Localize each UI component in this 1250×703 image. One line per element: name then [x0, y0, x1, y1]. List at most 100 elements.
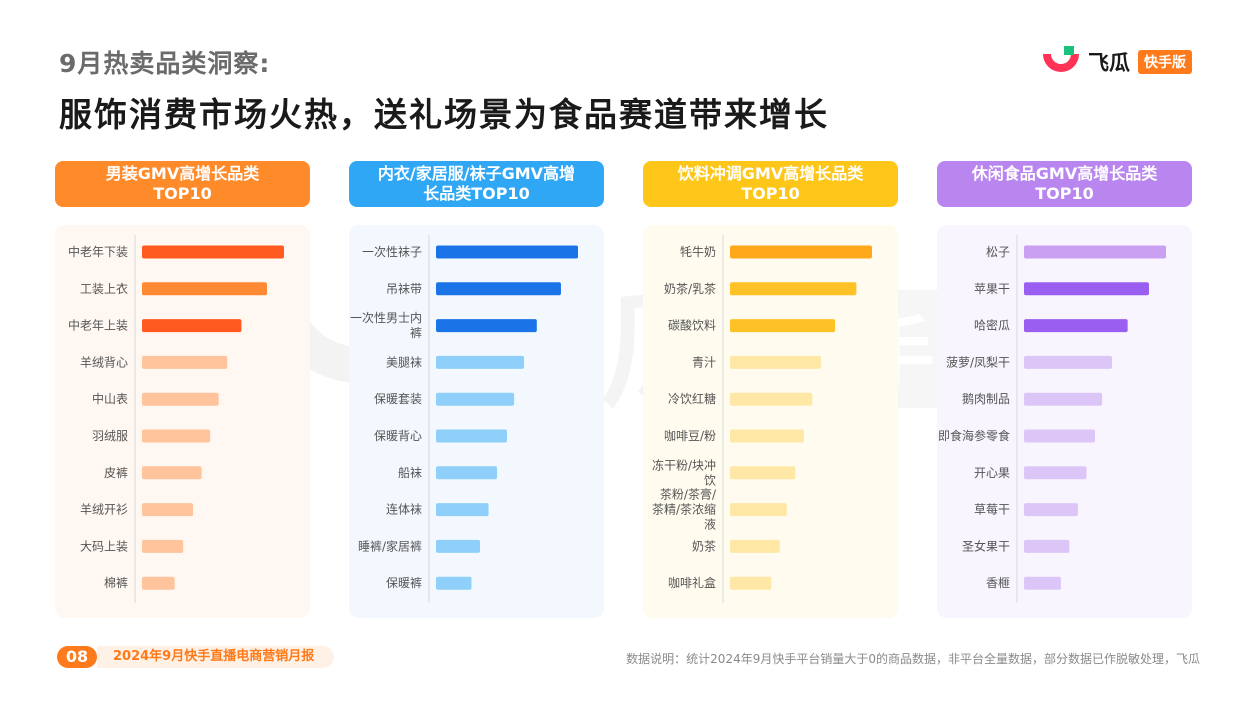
bar-label: 开心果	[974, 466, 1010, 480]
report-subtitle: 9月热卖品类洞察:	[59, 49, 271, 78]
bar-label: 菠萝/凤梨干	[946, 355, 1010, 369]
page-number-badge: 08	[57, 646, 97, 668]
bar	[1024, 503, 1078, 517]
bar	[730, 282, 857, 296]
bar	[1024, 576, 1061, 590]
data-note: 数据说明：统计2024年9月快手平台销量大于0的商品数据，非平台全量数据，部分数…	[626, 652, 1200, 666]
panel-1-title: 男装GMV高增长品类TOP10	[105, 164, 260, 203]
bar-label: 鹅肉制品	[962, 392, 1010, 406]
bar	[730, 319, 836, 333]
bar-label: 羊绒背心	[80, 354, 128, 369]
bar	[142, 319, 242, 333]
bar	[436, 539, 481, 553]
bar	[142, 576, 175, 590]
bar	[142, 429, 211, 443]
bar	[436, 355, 525, 369]
brand-tag: 快手版	[1138, 50, 1192, 74]
bar-label: 吊袜带	[386, 282, 422, 296]
bar	[730, 245, 872, 259]
bar-label: 美腿袜	[386, 355, 422, 369]
bar	[142, 355, 228, 369]
bar	[436, 576, 472, 590]
bar-label: 大码上装	[80, 539, 128, 553]
bar	[730, 392, 813, 406]
bar	[142, 245, 284, 259]
bar-label: 咖啡豆/粉	[664, 428, 716, 443]
brand-name: 飞瓜	[1088, 51, 1130, 75]
panel-4-title: 休闲食品GMV高增长品类TOP10	[971, 164, 1158, 203]
bar	[142, 466, 202, 480]
bar-label: 香榧	[986, 576, 1010, 590]
bar	[730, 503, 787, 517]
panel-2-chart: 一次性袜子吊袜带一次性男士内裤美腿袜保暖套装保暖背心船袜连体袜睡裤/家居裤保暖裤	[349, 225, 604, 618]
bar-label: 羊绒开衫	[80, 502, 128, 517]
bar-label: 睡裤/家居裤	[358, 538, 422, 553]
bar-label: 工装上衣	[80, 281, 128, 296]
bar	[436, 282, 561, 296]
bar-label: 一次性袜子	[362, 245, 422, 259]
report-name: 2024年9月快手直播电商营销月报	[97, 646, 335, 668]
bar-label: 青汁	[692, 355, 716, 369]
bar	[142, 503, 194, 517]
bar-label: 船袜	[398, 466, 422, 480]
panel-4-chart: 松子 苹果干 哈密瓜 菠萝/凤梨干 鹅肉制品 即食海参零食 开心果 草莓干 圣女果干 香榧	[937, 225, 1192, 618]
panel-2-title: 内衣/家居服/袜子GMV高增长品类TOP10	[377, 164, 576, 203]
panel-3-header: 饮料冲调GMV高增长品类TOP10	[643, 161, 898, 207]
bar-label: 一次性男士内裤	[350, 311, 422, 340]
panel-4-header: 休闲食品GMV高增长品类TOP10	[937, 161, 1192, 207]
bar	[436, 466, 498, 480]
bar	[730, 355, 821, 369]
bar-label: 羽绒服	[92, 429, 128, 443]
bar	[436, 429, 507, 443]
bar	[730, 576, 772, 590]
panel-3-svg: 牦牛奶奶茶/乳茶碳酸饮料青汁冷饮红糖咖啡豆/粉冻干粉/块冲饮茶粉/茶膏/茶精/茶…	[652, 235, 872, 603]
bar	[1024, 539, 1070, 553]
bar-label: 松子	[986, 245, 1010, 259]
bar-label: 奶茶	[692, 538, 716, 553]
panel-1-header: 男装GMV高增长品类TOP10	[55, 161, 310, 207]
bar	[730, 466, 796, 480]
panel-1-chart: 中老年下装工装上衣中老年上装羊绒背心中山表羽绒服皮裤羊绒开衫大码上装棉裤	[55, 225, 310, 618]
bar-label: 奶茶/乳茶	[664, 281, 716, 296]
bar	[142, 539, 184, 553]
bar	[436, 245, 578, 259]
bar-label: 冻干粉/块冲饮	[652, 457, 716, 487]
bar-label: 苹果干	[974, 282, 1010, 296]
bar-label: 冷饮红糖	[668, 391, 716, 406]
watermelon-logo-icon	[1043, 46, 1079, 72]
bar-label: 草莓干	[974, 503, 1010, 517]
bar-label: 中老年下装	[68, 244, 128, 259]
bar-label: 棉裤	[104, 576, 128, 590]
bar	[730, 539, 780, 553]
bar	[730, 429, 804, 443]
brand-logo: 飞瓜 快手版	[1040, 44, 1196, 78]
bar-label: 保暖套装	[374, 392, 422, 406]
bar-label: 皮裤	[104, 466, 128, 480]
bar-label: 咖啡礼盒	[668, 575, 716, 590]
bar	[1024, 319, 1128, 333]
bar	[142, 282, 267, 296]
panel-3-chart: 牦牛奶奶茶/乳茶碳酸饮料青汁冷饮红糖咖啡豆/粉冻干粉/块冲饮 茶粉/茶膏/茶精/茶…	[643, 225, 898, 618]
bar-label: 牦牛奶	[680, 244, 716, 259]
bar-label: 碳酸饮料	[668, 318, 716, 333]
bar-label: 圣女果干	[962, 538, 1010, 553]
panel-3-title: 饮料冲调GMV高增长品类TOP10	[677, 164, 864, 203]
panel-2-header: 内衣/家居服/袜子GMV高增长品类TOP10	[349, 161, 604, 207]
bar	[436, 392, 515, 406]
bar	[436, 319, 537, 333]
bar	[1024, 355, 1113, 369]
bar-label: 中山表	[92, 391, 128, 406]
bar-label: 保暖裤	[386, 576, 422, 590]
bar-label: 连体袜	[386, 502, 422, 517]
bar-label: 哈密瓜	[974, 318, 1010, 333]
bar	[1024, 392, 1103, 406]
report-title: 服饰消费市场火热，送礼场景为食品赛道带来增长	[59, 95, 829, 134]
bar-label: 中老年上装	[68, 318, 128, 333]
bar	[1024, 429, 1095, 443]
bar	[436, 503, 489, 517]
bar-label: 茶粉/茶膏/茶精/茶浓缩液	[652, 487, 717, 532]
bar-label: 保暖背心	[374, 429, 422, 443]
